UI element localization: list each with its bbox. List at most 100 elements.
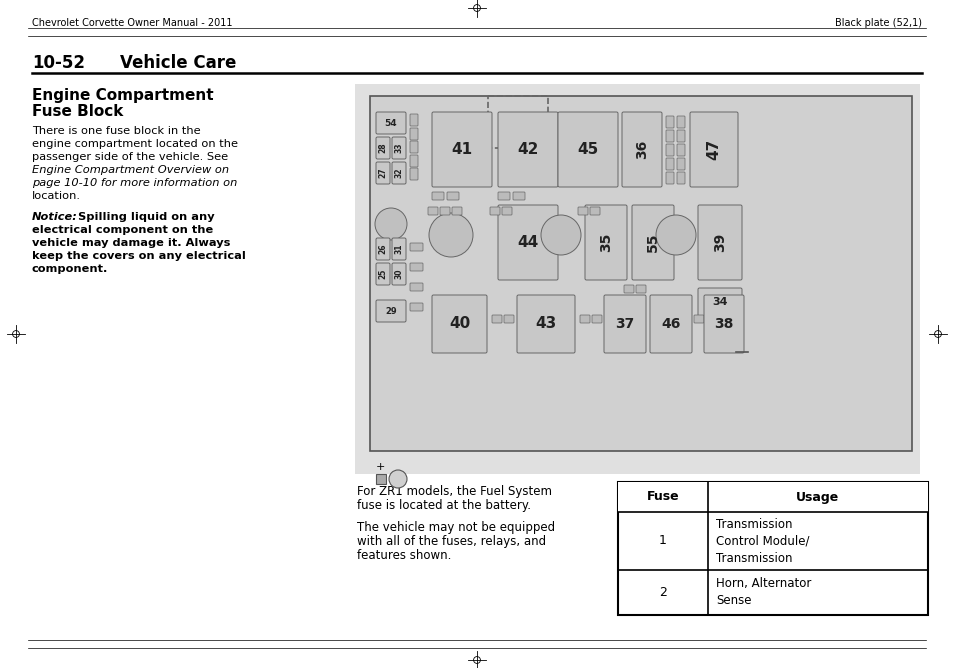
Text: 35: 35 bbox=[598, 233, 613, 253]
Text: keep the covers on any electrical: keep the covers on any electrical bbox=[32, 251, 246, 261]
Text: Fuse Block: Fuse Block bbox=[32, 104, 123, 119]
FancyBboxPatch shape bbox=[578, 207, 587, 215]
FancyBboxPatch shape bbox=[665, 116, 673, 128]
FancyBboxPatch shape bbox=[497, 192, 510, 200]
FancyBboxPatch shape bbox=[375, 112, 406, 134]
Text: Spilling liquid on any: Spilling liquid on any bbox=[70, 212, 214, 222]
Text: location.: location. bbox=[32, 191, 81, 201]
Text: Horn, Alternator
Sense: Horn, Alternator Sense bbox=[716, 578, 810, 607]
Bar bbox=[375, 474, 386, 484]
Text: Black plate (52,1): Black plate (52,1) bbox=[834, 18, 921, 28]
FancyBboxPatch shape bbox=[698, 288, 741, 316]
FancyBboxPatch shape bbox=[636, 285, 645, 293]
Text: Transmission
Control Module/
Transmission: Transmission Control Module/ Transmissio… bbox=[716, 518, 809, 564]
FancyBboxPatch shape bbox=[665, 158, 673, 170]
FancyBboxPatch shape bbox=[677, 172, 684, 184]
FancyBboxPatch shape bbox=[677, 130, 684, 142]
Text: vehicle may damage it. Always: vehicle may damage it. Always bbox=[32, 238, 230, 248]
Text: 36: 36 bbox=[635, 140, 648, 159]
FancyBboxPatch shape bbox=[665, 130, 673, 142]
Text: fuse is located at the battery.: fuse is located at the battery. bbox=[356, 499, 531, 512]
Text: 27: 27 bbox=[378, 168, 387, 178]
Text: Engine Compartment Overview on: Engine Compartment Overview on bbox=[32, 165, 229, 175]
FancyBboxPatch shape bbox=[677, 116, 684, 128]
FancyBboxPatch shape bbox=[689, 112, 738, 187]
FancyBboxPatch shape bbox=[698, 205, 741, 280]
FancyBboxPatch shape bbox=[410, 263, 422, 271]
FancyBboxPatch shape bbox=[392, 137, 406, 159]
Text: 2: 2 bbox=[659, 586, 666, 599]
FancyBboxPatch shape bbox=[410, 303, 422, 311]
Text: 31: 31 bbox=[395, 244, 403, 255]
Text: engine compartment located on the: engine compartment located on the bbox=[32, 139, 237, 149]
FancyBboxPatch shape bbox=[410, 114, 417, 126]
Text: 44: 44 bbox=[517, 235, 538, 250]
FancyBboxPatch shape bbox=[677, 144, 684, 156]
Text: 10-52: 10-52 bbox=[32, 54, 85, 72]
FancyBboxPatch shape bbox=[579, 315, 589, 323]
FancyBboxPatch shape bbox=[410, 141, 417, 153]
Text: 39: 39 bbox=[712, 233, 726, 252]
Text: 54: 54 bbox=[384, 118, 396, 128]
Text: The vehicle may not be equipped: The vehicle may not be equipped bbox=[356, 521, 555, 534]
Text: 34: 34 bbox=[712, 297, 727, 307]
FancyBboxPatch shape bbox=[392, 238, 406, 260]
FancyBboxPatch shape bbox=[428, 207, 437, 215]
FancyBboxPatch shape bbox=[490, 207, 499, 215]
Text: Engine Compartment: Engine Compartment bbox=[32, 88, 213, 103]
Text: 47: 47 bbox=[706, 139, 720, 160]
FancyBboxPatch shape bbox=[375, 162, 390, 184]
FancyBboxPatch shape bbox=[501, 207, 512, 215]
Bar bbox=[370, 96, 911, 451]
Text: 43: 43 bbox=[535, 317, 556, 331]
FancyBboxPatch shape bbox=[447, 192, 458, 200]
FancyBboxPatch shape bbox=[503, 315, 514, 323]
Text: For ZR1 models, the Fuel System: For ZR1 models, the Fuel System bbox=[356, 485, 552, 498]
Text: 32: 32 bbox=[395, 168, 403, 178]
Bar bbox=[355, 84, 919, 474]
FancyBboxPatch shape bbox=[621, 112, 661, 187]
Text: Vehicle Care: Vehicle Care bbox=[120, 54, 236, 72]
FancyBboxPatch shape bbox=[392, 162, 406, 184]
FancyBboxPatch shape bbox=[410, 155, 417, 167]
FancyBboxPatch shape bbox=[375, 137, 390, 159]
Text: 45: 45 bbox=[577, 142, 598, 157]
FancyBboxPatch shape bbox=[375, 238, 390, 260]
Text: Usage: Usage bbox=[796, 490, 839, 504]
FancyBboxPatch shape bbox=[589, 207, 599, 215]
FancyBboxPatch shape bbox=[439, 207, 450, 215]
Bar bbox=[618, 482, 927, 615]
Text: There is one fuse block in the: There is one fuse block in the bbox=[32, 126, 200, 136]
FancyBboxPatch shape bbox=[649, 295, 691, 353]
FancyBboxPatch shape bbox=[703, 295, 743, 353]
Text: 55: 55 bbox=[645, 232, 659, 253]
FancyBboxPatch shape bbox=[623, 285, 634, 293]
Text: component.: component. bbox=[32, 264, 109, 274]
FancyBboxPatch shape bbox=[432, 192, 443, 200]
FancyBboxPatch shape bbox=[497, 205, 558, 280]
FancyBboxPatch shape bbox=[631, 205, 673, 280]
Text: 26: 26 bbox=[378, 244, 387, 255]
FancyBboxPatch shape bbox=[517, 295, 575, 353]
FancyBboxPatch shape bbox=[410, 243, 422, 251]
Circle shape bbox=[389, 470, 407, 488]
FancyBboxPatch shape bbox=[432, 295, 486, 353]
FancyBboxPatch shape bbox=[432, 112, 492, 187]
Text: 40: 40 bbox=[449, 317, 470, 331]
Text: electrical component on the: electrical component on the bbox=[32, 225, 213, 235]
Text: 38: 38 bbox=[714, 317, 733, 331]
Text: 25: 25 bbox=[378, 269, 387, 279]
FancyBboxPatch shape bbox=[677, 158, 684, 170]
Circle shape bbox=[540, 215, 580, 255]
FancyBboxPatch shape bbox=[375, 263, 390, 285]
FancyBboxPatch shape bbox=[492, 315, 501, 323]
Text: with all of the fuses, relays, and: with all of the fuses, relays, and bbox=[356, 535, 545, 548]
FancyBboxPatch shape bbox=[410, 283, 422, 291]
Bar bbox=[488, 96, 547, 148]
Text: +: + bbox=[375, 462, 385, 472]
FancyBboxPatch shape bbox=[375, 300, 406, 322]
FancyBboxPatch shape bbox=[410, 128, 417, 140]
FancyBboxPatch shape bbox=[693, 315, 703, 323]
Text: features shown.: features shown. bbox=[356, 549, 451, 562]
Text: Chevrolet Corvette Owner Manual - 2011: Chevrolet Corvette Owner Manual - 2011 bbox=[32, 18, 233, 28]
